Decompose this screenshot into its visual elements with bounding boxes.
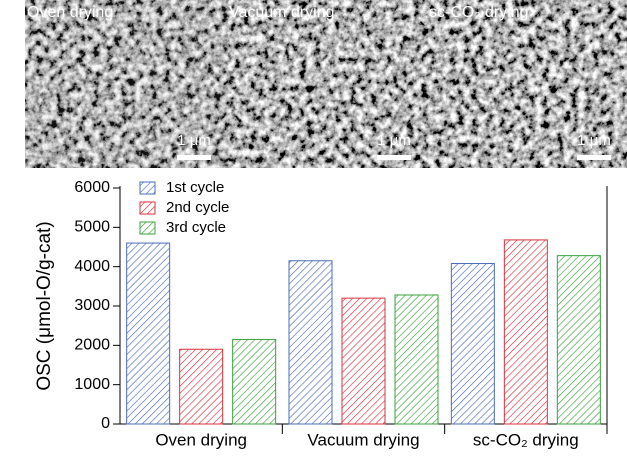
y-tick-label: 0 xyxy=(101,415,110,432)
bar xyxy=(342,298,385,424)
x-tick-label: Oven drying xyxy=(155,430,247,449)
y-tick-label: 5000 xyxy=(74,219,110,236)
bar xyxy=(557,256,600,424)
y-tick-label: 3000 xyxy=(74,297,110,314)
x-tick-label: Vacuum drying xyxy=(307,430,419,449)
y-tick-label: 2000 xyxy=(74,337,110,354)
scale-bar xyxy=(577,155,611,160)
scale-label: 1 μm xyxy=(377,132,411,149)
bar xyxy=(451,264,494,424)
legend-label: 1st cycle xyxy=(166,179,224,196)
y-axis-label: OSC (μmol-O/g-cat) xyxy=(34,221,55,390)
bar xyxy=(180,349,223,424)
panel-label: sc-CO₂ drying xyxy=(429,4,529,21)
scale-bar xyxy=(177,155,211,160)
chart: OSC (μmol-O/g-cat) 0 1000 2000 3000 4000 5000… xyxy=(34,179,607,450)
sem-images xyxy=(25,0,627,168)
panel-label: Oven drying xyxy=(27,4,113,21)
scale-bar xyxy=(377,155,411,160)
panel-label: Vacuum drying xyxy=(229,4,335,21)
x-tick-label: sc-CO₂ drying xyxy=(473,430,579,449)
bar xyxy=(233,339,276,424)
figure: Oven drying 1 μm Vacuum drying 1 μm sc-CO₂ d… xyxy=(0,0,627,459)
scale-label: 1 μm xyxy=(177,132,211,149)
legend-label: 2nd cycle xyxy=(166,199,229,216)
bar xyxy=(127,243,170,424)
bar xyxy=(504,240,547,424)
legend-swatch xyxy=(140,202,155,214)
legend-label: 3rd cycle xyxy=(166,219,226,236)
legend-swatch xyxy=(140,222,155,234)
bar xyxy=(289,261,332,424)
legend-swatch xyxy=(140,182,155,194)
y-tick-label: 4000 xyxy=(74,258,110,275)
bar xyxy=(395,295,438,424)
scale-label: 1 μm xyxy=(577,132,611,149)
y-tick-label: 1000 xyxy=(74,376,110,393)
y-tick-label: 6000 xyxy=(74,179,110,196)
